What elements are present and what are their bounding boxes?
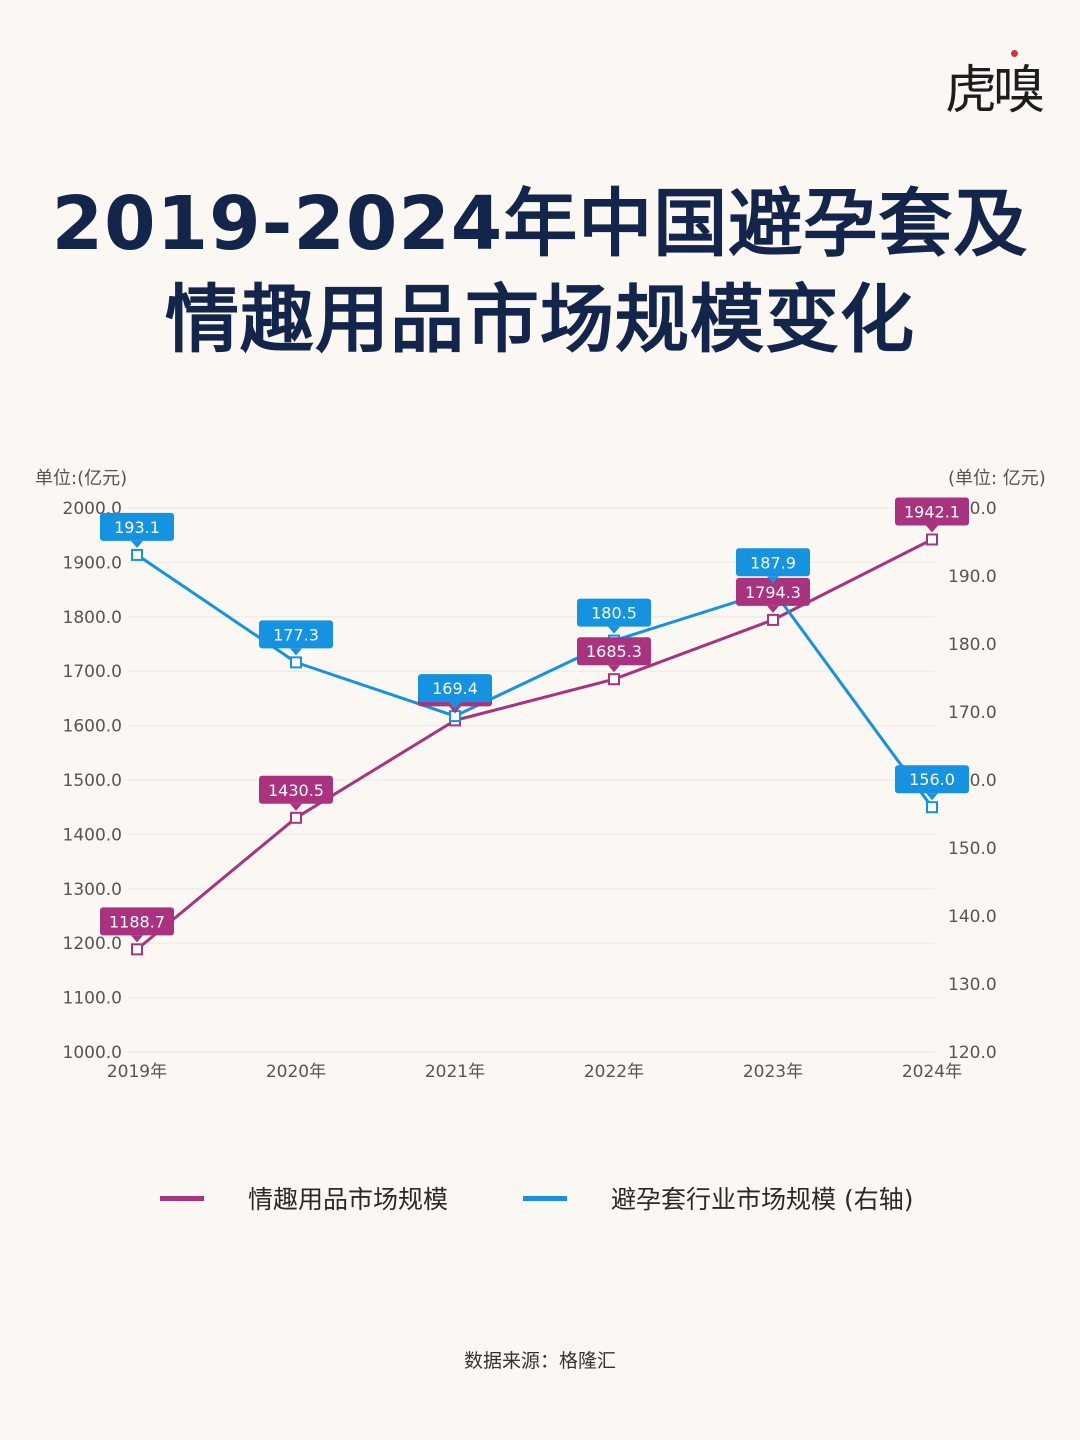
line-chart: 单位:(亿元) (单位: 亿元) 1000.0 1100.0 1200.0 1300.0 1… xyxy=(35,468,1046,1082)
logo-dot-icon xyxy=(1011,50,1018,57)
legend-item-pink: 情趣用品市场规模 xyxy=(160,1180,448,1216)
left-tick-label: 1100.0 xyxy=(63,989,122,1009)
page-title-line1: 2019-2024年中国避孕套及 xyxy=(51,181,1029,267)
data-label-pointer xyxy=(926,525,938,533)
data-label: 1794.3 xyxy=(745,583,801,602)
data-label-pointer xyxy=(290,648,302,656)
data-label-box xyxy=(100,907,174,936)
data-label: 156.0 xyxy=(909,770,955,789)
data-label: 187.9 xyxy=(750,553,796,572)
data-source: 数据来源：格隆汇 xyxy=(463,1350,616,1372)
right-tick-label: 180.0 xyxy=(948,635,997,655)
left-tick-label: 1700.0 xyxy=(63,662,122,682)
left-tick-label: 1600.0 xyxy=(63,717,122,737)
x-tick-label: 2019年 xyxy=(107,1062,167,1082)
data-label: 1430.5 xyxy=(268,781,324,800)
right-axis-unit: (单位: 亿元) xyxy=(948,468,1046,489)
brand-logo: 虎嗅 xyxy=(945,48,1045,123)
x-tick-label: 2023年 xyxy=(743,1062,803,1082)
data-label-box xyxy=(736,577,810,606)
series-line-blue xyxy=(136,553,934,809)
data-label-pointer xyxy=(131,540,143,548)
data-point-marker xyxy=(608,673,620,686)
data-label-box xyxy=(577,637,651,666)
legend-label-pink: 情趣用品市场规模 xyxy=(248,1185,449,1214)
left-tick-label: 1200.0 xyxy=(63,934,122,954)
left-tick-label: 1500.0 xyxy=(63,771,122,791)
series-line-pink xyxy=(136,538,933,951)
data-point-marker xyxy=(290,811,302,824)
right-tick-label: 170.0 xyxy=(948,703,997,723)
right-tick-label: 130.0 xyxy=(948,975,997,995)
right-tick-label: 140.0 xyxy=(948,907,997,927)
data-label-box xyxy=(100,512,174,541)
legend-item-blue: 避孕套行业市场规模 (右轴) xyxy=(523,1180,913,1216)
page-title-line2: 情趣用品市场规模变化 xyxy=(165,277,915,363)
left-tick-label: 1300.0 xyxy=(63,880,122,900)
data-label: 1188.7 xyxy=(109,912,165,931)
data-label: 1685.3 xyxy=(586,642,642,661)
data-label-pointer xyxy=(131,935,143,943)
x-tick-label: 2024年 xyxy=(902,1062,962,1082)
left-tick-label: 1400.0 xyxy=(63,825,122,845)
right-tick-label: 150.0 xyxy=(948,839,997,859)
data-label-box xyxy=(895,765,969,794)
left-tick-label: 1900.0 xyxy=(63,553,122,573)
left-axis-unit: 单位:(亿元) xyxy=(35,468,127,489)
x-tick-label: 2021年 xyxy=(425,1062,485,1082)
legend-swatch-pink xyxy=(160,1195,204,1201)
data-point-marker xyxy=(290,656,302,669)
data-label-box xyxy=(895,497,969,526)
legend-label-blue: 避孕套行业市场规模 (右轴) xyxy=(611,1185,914,1214)
data-label: 169.4 xyxy=(432,679,478,698)
logo-text: 虎嗅 xyxy=(945,61,1045,121)
left-tick-label: 1800.0 xyxy=(63,608,122,628)
data-label-pointer xyxy=(767,605,779,613)
data-label-box xyxy=(259,620,333,649)
data-point-marker xyxy=(926,533,938,546)
data-label: 193.1 xyxy=(114,518,160,537)
data-label-box xyxy=(577,598,651,627)
data-label-pointer xyxy=(290,803,302,811)
data-label-pointer xyxy=(608,626,620,634)
right-tick-label: 190.0 xyxy=(948,567,997,587)
data-label: 1942.1 xyxy=(904,502,960,521)
data-point-marker xyxy=(131,548,143,561)
legend-swatch-blue xyxy=(523,1195,567,1201)
data-label-pointer xyxy=(449,702,461,710)
data-label-box xyxy=(418,674,492,703)
x-tick-label: 2020年 xyxy=(266,1062,326,1082)
data-label-pointer xyxy=(608,665,620,673)
data-label-pointer xyxy=(449,706,461,714)
x-tick-label: 2022年 xyxy=(584,1062,644,1082)
data-label-box xyxy=(736,548,810,577)
data-point-marker xyxy=(767,613,779,626)
right-tick-label: 120.0 xyxy=(948,1043,997,1063)
data-point-marker xyxy=(131,943,143,956)
data-label-pointer xyxy=(926,793,938,801)
left-tick-label: 1000.0 xyxy=(63,1043,122,1063)
data-label-pointer xyxy=(767,576,779,584)
data-label: 177.3 xyxy=(273,625,319,644)
data-label: 180.5 xyxy=(591,604,637,623)
data-point-marker xyxy=(926,801,938,814)
data-label-box xyxy=(259,775,333,804)
